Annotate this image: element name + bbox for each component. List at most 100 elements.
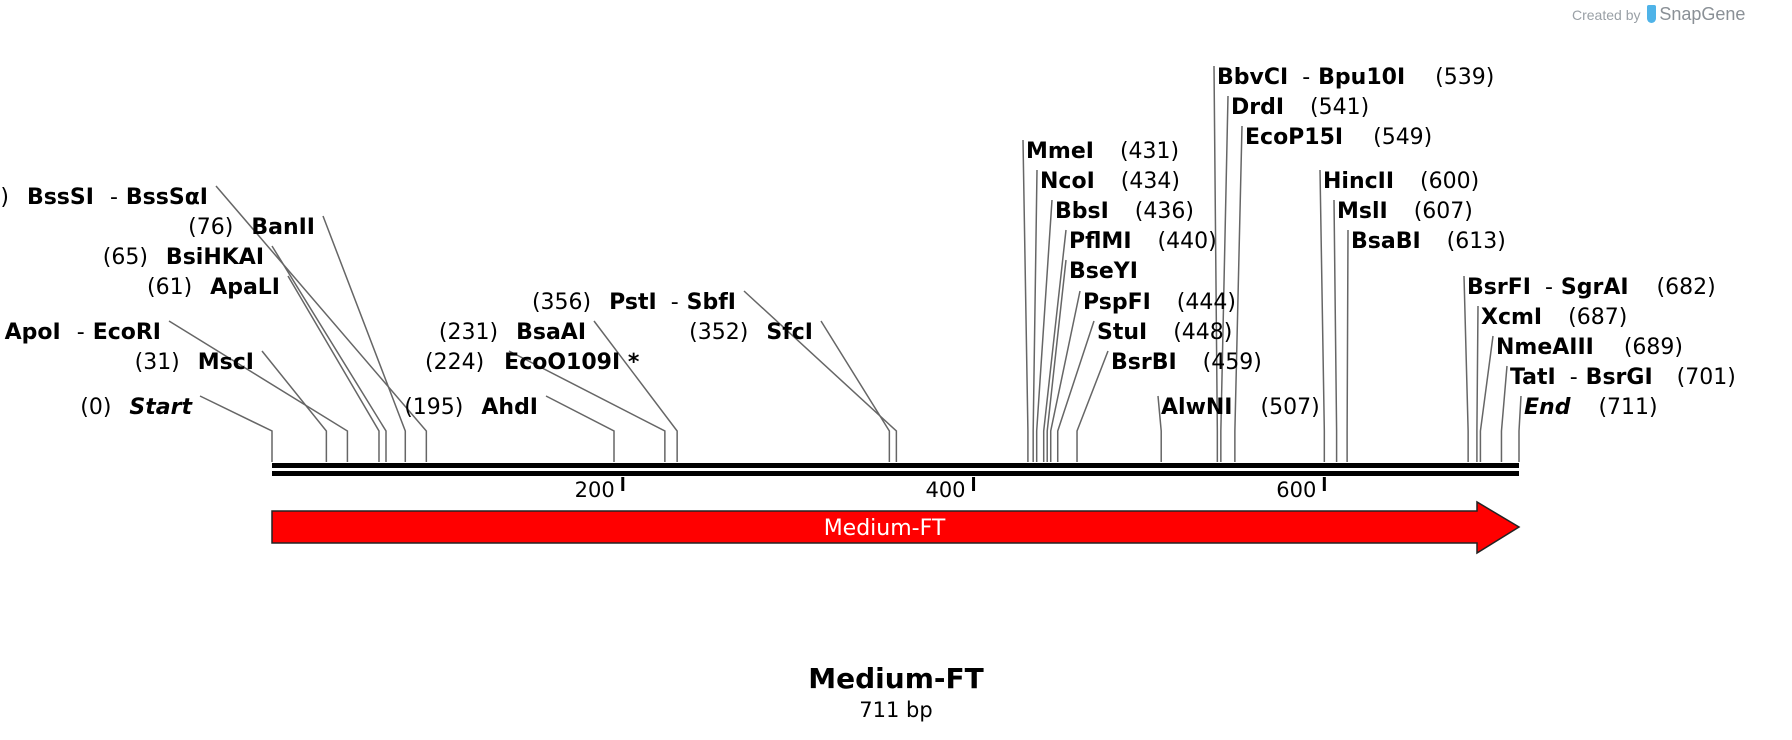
snapgene-logo-icon [1647, 5, 1657, 23]
svg-text:PspFI(444): PspFI (444) [1083, 290, 1236, 315]
feature-arrow-shape[interactable] [271, 500, 1521, 555]
site-end[interactable]: End (711) [1524, 395, 1658, 420]
site-connector [1234, 125, 1243, 462]
site-alwni[interactable]: AlwNI (507) [1161, 395, 1320, 420]
svg-text:EcoP15I(549): EcoP15I (549) [1245, 125, 1432, 150]
svg-text:(356)PstI-SbfI: (356) PstI - SbfI [532, 290, 736, 315]
site-name: MscI [198, 350, 254, 375]
site-name: AhdI [481, 395, 538, 420]
site-position: (195) [404, 395, 463, 420]
site-name: PspFI [1083, 290, 1151, 315]
svg-text:(195)AhdI: (195) AhdI [404, 395, 538, 420]
site-partner-name: SbfI [687, 290, 736, 315]
site-partner-name: BssSαI [126, 185, 208, 210]
svg-text:TatI-BsrGI(701): TatI - BsrGI (701) [1510, 365, 1736, 390]
site-pspfi[interactable]: PspFI (444) [1083, 290, 1236, 315]
site-connector [1157, 395, 1162, 462]
site-position: (76) [188, 215, 233, 240]
site-connector [168, 320, 349, 462]
site-psti[interactable]: (356) PstI - SbfI [532, 290, 736, 315]
svg-text:(43)ApoI-EcoRI: (43)ApoI-EcoRI [0, 320, 161, 345]
site-sfci[interactable]: (352) SfcI [689, 320, 813, 345]
site-xcmi[interactable]: XcmI (687) [1481, 305, 1627, 330]
site-name: EcoO109I * [504, 350, 640, 375]
site-bsabi[interactable]: BsaBI (613) [1351, 229, 1506, 254]
svg-text:BsaBI(613): BsaBI (613) [1351, 229, 1506, 254]
site-position: (613) [1447, 229, 1506, 254]
site-msci[interactable]: (31) MscI [135, 350, 254, 375]
site-pflmi[interactable]: PflMI (440) [1069, 229, 1217, 254]
site-connectors [168, 65, 1522, 462]
site-bsssi[interactable]: (88) BssSI-BssSαI [0, 185, 208, 210]
site-position: (448) [1173, 320, 1232, 345]
site-connector [1032, 169, 1038, 462]
site-drdi[interactable]: DrdI (541) [1231, 95, 1369, 120]
svg-text:(76)BanII: (76) BanII [188, 215, 315, 240]
site-tati[interactable]: TatI - BsrGI (701) [1510, 365, 1736, 390]
site-connector [1500, 365, 1508, 462]
site-connector [271, 245, 387, 462]
snapgene-credit: Created by SnapGene [1572, 4, 1792, 25]
svg-text:(0)Start: (0) Start [80, 395, 193, 420]
site-position: (682) [1657, 275, 1716, 300]
dna-backbone [272, 463, 1519, 476]
site-bseyi[interactable]: BseYI [1069, 259, 1138, 284]
site-ahdi[interactable]: (195) AhdI [404, 395, 538, 420]
site-position: (31) [135, 350, 180, 375]
site-connector [1049, 290, 1081, 462]
site-position: (711) [1598, 395, 1657, 420]
site-position: (0) [80, 395, 111, 420]
site-connector [1333, 199, 1338, 462]
site-name: EcoP15I [1245, 125, 1343, 150]
site-connector [1476, 305, 1479, 462]
site-apali[interactable]: (61) ApaLI [147, 275, 280, 300]
site-name: PstI [609, 290, 657, 315]
site-position: (431) [1120, 139, 1179, 164]
ruler-tick-label: 600 [1276, 478, 1316, 502]
site-bbsi[interactable]: BbsI (436) [1055, 199, 1194, 224]
site-name: NmeAIII [1496, 335, 1594, 360]
site-connector [1022, 139, 1029, 462]
svg-text:DrdI(541): DrdI (541) [1231, 95, 1369, 120]
site-connector [743, 290, 898, 462]
site-name: BbvCI [1217, 65, 1288, 90]
site-position: (600) [1420, 169, 1479, 194]
site-connector [1346, 229, 1349, 462]
site-connector [1046, 259, 1067, 462]
site-mmei[interactable]: MmeI (431) [1026, 139, 1179, 164]
feature-arrow[interactable]: Medium-FT [271, 500, 1521, 555]
site-bsaai[interactable]: (231) BsaAI [439, 320, 586, 345]
site-ecoo109i-[interactable]: (224) EcoO109I * [425, 350, 640, 375]
site-connector [1213, 65, 1219, 462]
site-start[interactable]: (0) Start [80, 395, 193, 420]
svg-text:(88)BssSI-BssSαI: (88) BssSI-BssSαI [0, 185, 208, 210]
site-connector [1056, 320, 1095, 462]
site-bsrbi[interactable]: BsrBI (459) [1111, 350, 1262, 375]
site-msli[interactable]: MslI (607) [1337, 199, 1473, 224]
site-name: BssSI [27, 185, 94, 210]
site-connector [1463, 275, 1469, 462]
site-hincii[interactable]: HincII (600) [1323, 169, 1479, 194]
site-ecop15i[interactable]: EcoP15I (549) [1245, 125, 1432, 150]
site-connector [199, 395, 273, 462]
site-name: BsaBI [1351, 229, 1421, 254]
site-name: XcmI [1481, 305, 1542, 330]
svg-text:MmeI(431): MmeI (431) [1026, 139, 1179, 164]
site-bbvci[interactable]: BbvCI - Bpu10I (539) [1217, 65, 1494, 90]
site-position: (434) [1121, 169, 1180, 194]
site-bsihkai[interactable]: (65) BsiHKAI [103, 245, 264, 270]
site-banii[interactable]: (76) BanII [188, 215, 315, 240]
site-bsrfi[interactable]: BsrFI - SgrAI (682) [1467, 275, 1716, 300]
site-nmeaiii[interactable]: NmeAIII (689) [1496, 335, 1683, 360]
site-connector [593, 320, 678, 462]
site-name: MslI [1337, 199, 1388, 224]
site-apoi[interactable]: (43)ApoI-EcoRI [0, 320, 161, 345]
site-partner-dash: - [1570, 365, 1578, 390]
site-position: (231) [439, 320, 498, 345]
site-partner-name: SgrAI [1561, 275, 1629, 300]
site-connector [1518, 395, 1522, 462]
site-position: (61) [147, 275, 192, 300]
site-stui[interactable]: StuI (448) [1097, 320, 1232, 345]
site-ncoi[interactable]: NcoI (434) [1040, 169, 1180, 194]
